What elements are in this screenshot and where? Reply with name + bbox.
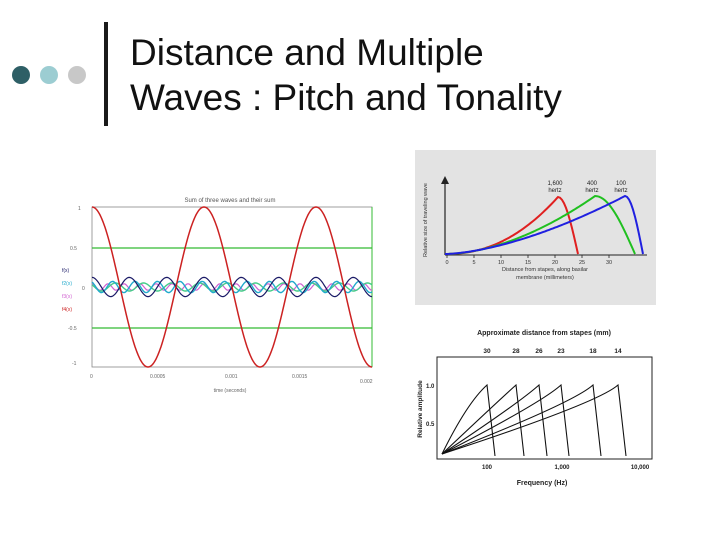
tc-y-tick-label: 1.0: [426, 384, 435, 390]
bullet-dot: [12, 66, 30, 84]
tuning-curve: [441, 383, 602, 457]
tw-x-tick-label: 0: [445, 260, 448, 266]
tw-curve-label: hertz: [614, 188, 627, 194]
tc-x-axis-label: Frequency (Hz): [517, 480, 568, 487]
tw-curve-label: 100: [616, 181, 627, 187]
x-tick-label: 0.001: [225, 374, 238, 380]
y-tick-label: 0.5: [70, 246, 77, 252]
slide-title-line-2: Waves : Pitch and Tonality: [130, 77, 562, 118]
tw-x-tick-label: 30: [606, 260, 612, 266]
slide-title-line-1: Distance and Multiple: [130, 32, 484, 73]
bullet-dot: [40, 66, 58, 84]
tc-x-tick-label: 100: [482, 465, 493, 471]
tc-top-axis-label: Approximate distance from stapes (mm): [477, 330, 611, 337]
bullet-dot: [68, 66, 86, 84]
tc-top-tick-label: 23: [557, 348, 565, 355]
tw-curve-label: 1,600: [547, 181, 563, 187]
tw-x-tick-label: 15: [525, 260, 531, 266]
tw-x-axis-label: membrane (millimeters): [516, 275, 574, 281]
tw-curve-label: hertz: [548, 188, 561, 194]
tc-top-tick-label: 28: [512, 348, 520, 355]
tw-y-axis-label: Relative size of traveling wave: [423, 183, 429, 257]
sum-wave-line: [91, 206, 373, 368]
tc-top-tick-label: 18: [589, 348, 597, 355]
tc-y-axis-label: Relative amplitude: [417, 380, 424, 438]
tuning-curves-figure: Approximate distance from stapes (mm) 30…: [412, 325, 662, 495]
traveling-wave-plot: Relative size of traveling wave 0 5 10 15 20…: [423, 176, 647, 281]
tw-curve-label: 400: [587, 181, 598, 187]
y-tick-label: -0.5: [68, 326, 77, 332]
tc-x-tick-label: 1,000: [554, 465, 570, 471]
y-tick-label: 1: [78, 206, 81, 212]
x-axis-label: time (seconds): [214, 388, 247, 394]
x-tick-label: 0.0015: [292, 374, 308, 380]
tc-plot-frame: [436, 356, 653, 460]
tw-y-axis-arrow: [441, 176, 449, 184]
title-accent-bar: [104, 22, 108, 126]
wave-sum-plot: Sum of three waves and their sum 1 0.5 0…: [62, 198, 373, 394]
tc-y-tick-label: 0.5: [426, 422, 435, 428]
tc-x-tick-label: 10,000: [631, 465, 650, 471]
tw-x-tick-label: 25: [579, 260, 585, 266]
tw-curve-100hz: [445, 194, 644, 255]
slide-bullet-dots: [12, 66, 102, 84]
tuning-curve: [441, 383, 496, 457]
tc-top-tick-label: 30: [483, 348, 491, 355]
legend-entry: f(x): [62, 268, 70, 274]
x-tick-label: 0.002: [360, 379, 373, 385]
slide-title: Distance and Multiple Waves : Pitch and …: [130, 30, 710, 120]
x-tick-label: 0.0005: [150, 374, 166, 380]
legend-entry: f2(x): [62, 281, 72, 287]
tuning-curve: [441, 383, 548, 457]
tuning-curve: [441, 383, 525, 457]
tw-x-axis-label: Distance from stapes, along basilar: [502, 267, 588, 273]
x-tick-label: 0: [90, 374, 93, 380]
tw-x-tick-label: 10: [498, 260, 504, 266]
tw-curve-label: hertz: [585, 188, 598, 194]
legend-entry: f4(x): [62, 307, 72, 313]
y-tick-label: 0: [82, 286, 85, 292]
traveling-wave-figure: Relative size of traveling wave 0 5 10 15 20…: [415, 150, 656, 305]
tc-top-tick-label: 26: [535, 348, 543, 355]
tc-top-tick-label: 14: [614, 348, 622, 355]
tw-x-tick-label: 5: [472, 260, 475, 266]
legend-entry: f3(x): [62, 294, 72, 300]
tw-x-tick-label: 20: [552, 260, 558, 266]
tuning-curve: [441, 383, 570, 457]
wave-plot-title: Sum of three waves and their sum: [184, 198, 275, 204]
y-tick-label: -1: [72, 361, 77, 367]
tuning-curve: [441, 383, 627, 457]
tuning-curves-plot: Approximate distance from stapes (mm) 30…: [417, 330, 653, 487]
wave-sum-figure: Sum of three waves and their sum 1 0.5 0…: [60, 190, 385, 400]
